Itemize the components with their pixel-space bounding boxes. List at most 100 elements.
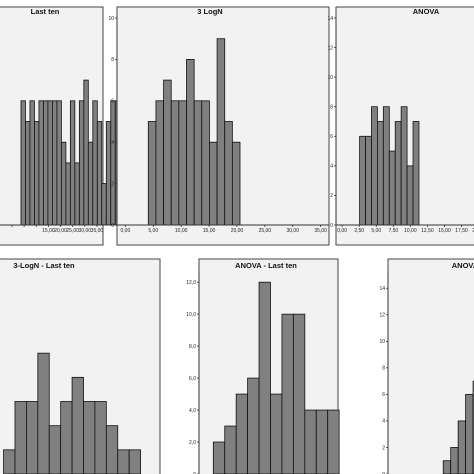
y-tick-label: 4,0 (189, 408, 196, 414)
y-tick-label: 10 (379, 339, 385, 345)
histogram-bar (83, 79, 89, 226)
x-tick-label: 10,00 (404, 228, 417, 234)
histogram-bar (315, 409, 329, 474)
y-tick-label: 8 (111, 57, 114, 63)
histogram-bar (128, 449, 141, 474)
x-tick-label: 7,50 (388, 228, 398, 234)
histogram-bar (270, 393, 283, 474)
histogram-bar (457, 420, 467, 474)
histogram-bar (94, 401, 107, 474)
x-tick-label: 12,50 (421, 228, 434, 234)
y-tick-label: 2 (330, 193, 333, 199)
y-tick-label: 0 (382, 472, 385, 474)
x-tick-label: 15,00 (42, 228, 55, 234)
histogram-bar (117, 449, 130, 474)
y-tick-label: 10 (108, 16, 114, 22)
histogram-bar (209, 141, 218, 226)
histogram-bar (110, 100, 116, 226)
histogram-bar (52, 100, 58, 226)
histogram-bar (43, 100, 49, 226)
histogram-bar (48, 425, 62, 474)
histogram-bar (3, 449, 16, 474)
histogram-bar (292, 313, 306, 474)
histogram-bar (69, 100, 76, 226)
x-tick-label: 0,00 (121, 228, 131, 234)
plot-area: 0 2,0 4,0 6,0 8,0 10,0 12,0 (186, 271, 340, 474)
x-tick-label: 35,00 (91, 228, 104, 234)
histogram-bar (224, 121, 233, 226)
histogram-bar (400, 106, 408, 226)
histogram-bar (38, 100, 44, 226)
histogram-bar (65, 162, 71, 226)
histogram-bar (101, 183, 107, 226)
histogram-bar (105, 121, 112, 226)
histogram-bar (37, 352, 50, 474)
histogram-bar (406, 165, 414, 226)
histogram-bar (281, 313, 294, 474)
histogram-bar (327, 409, 340, 474)
plot-area: 0,00 5,00 10,00 15,00 20,00 25,00 30,00 35,00 0 2… (108, 16, 329, 234)
y-tick-label: 4 (382, 419, 385, 425)
y-tick-label: 2 (382, 445, 385, 451)
histogram-bar (377, 121, 384, 226)
histogram-panel-anova-2: ANOVA 0 2 4 6 8 10 12 14 (379, 258, 474, 474)
y-tick-label: 12 (327, 45, 333, 51)
y-tick-label: 8 (330, 105, 333, 111)
x-tick-label: 17,50 (455, 228, 468, 234)
histogram-bar (193, 100, 203, 226)
y-tick-label: 0 (330, 223, 333, 229)
y-tick-label: 12,0 (186, 280, 196, 286)
histogram-panel-3-logn: 3 LogN 0,00 5,00 10,00 15,00 20,00 25,00 30,00… (108, 6, 330, 246)
x-tick-label: 5,00 (148, 228, 158, 234)
plot-area (3, 352, 141, 474)
x-tick-label: 0,00 (337, 228, 347, 234)
histogram-bar (235, 393, 249, 474)
y-tick-label: 6 (330, 134, 333, 140)
histogram-bar (371, 106, 378, 226)
histogram-bar (60, 141, 67, 226)
x-tick-label: 2,50 (354, 228, 364, 234)
y-tick-label: 2 (111, 181, 114, 187)
histogram-bar (178, 100, 187, 226)
x-tick-label: 5,00 (371, 228, 381, 234)
histogram-panel-last-ten: Last ten 15,00 20,00 25,00 30,00 35,00 (0, 6, 148, 246)
y-tick-label: 8 (382, 366, 385, 372)
histogram-bar (450, 447, 459, 474)
y-tick-label: 4 (111, 140, 114, 146)
x-tick-label: 25,00 (259, 228, 272, 234)
histogram-bar (34, 121, 40, 226)
histogram-bar (394, 121, 402, 226)
histogram-panel-anova-last-ten: ANOVA - Last ten 0 2,0 4,0 6,0 8,0 10,0 12,0 (186, 258, 340, 474)
histogram-bar (29, 100, 35, 226)
y-tick-label: 6 (382, 392, 385, 398)
histogram-bar (304, 409, 317, 474)
histogram-bar (56, 100, 62, 226)
histogram-bar (25, 121, 31, 226)
chart-title: ANOVA (413, 7, 440, 16)
y-tick-label: 4 (330, 164, 333, 170)
histogram-bar (388, 150, 396, 226)
x-tick-label: 20,00 (231, 228, 244, 234)
y-tick-label: 0 (193, 472, 196, 474)
histogram-bar (87, 141, 94, 226)
histogram-bar (83, 401, 96, 474)
chart-title: 3 LogN (197, 7, 222, 16)
y-tick-label: 14 (379, 286, 385, 292)
x-tick-label: 30,00 (286, 228, 299, 234)
y-tick-label: 8,0 (189, 344, 196, 350)
histogram-bar (147, 121, 157, 226)
histogram-bar (201, 100, 210, 226)
plot-area: 0,00 2,50 5,00 7,50 10,00 12,50 15,00 17,50 20,0… (327, 16, 474, 234)
chart-title: ANOVA (452, 261, 474, 270)
histogram-bar (25, 401, 39, 474)
histogram-bar (412, 121, 420, 226)
y-tick-label: 12 (379, 313, 385, 319)
histogram-bar (74, 162, 80, 226)
x-tick-label: 15,00 (203, 228, 216, 234)
histogram-bar (170, 100, 180, 226)
histogram-bar (365, 135, 372, 226)
histogram-bar (163, 79, 172, 226)
y-tick-label: 0 (111, 223, 114, 229)
histogram-bar (359, 135, 366, 226)
